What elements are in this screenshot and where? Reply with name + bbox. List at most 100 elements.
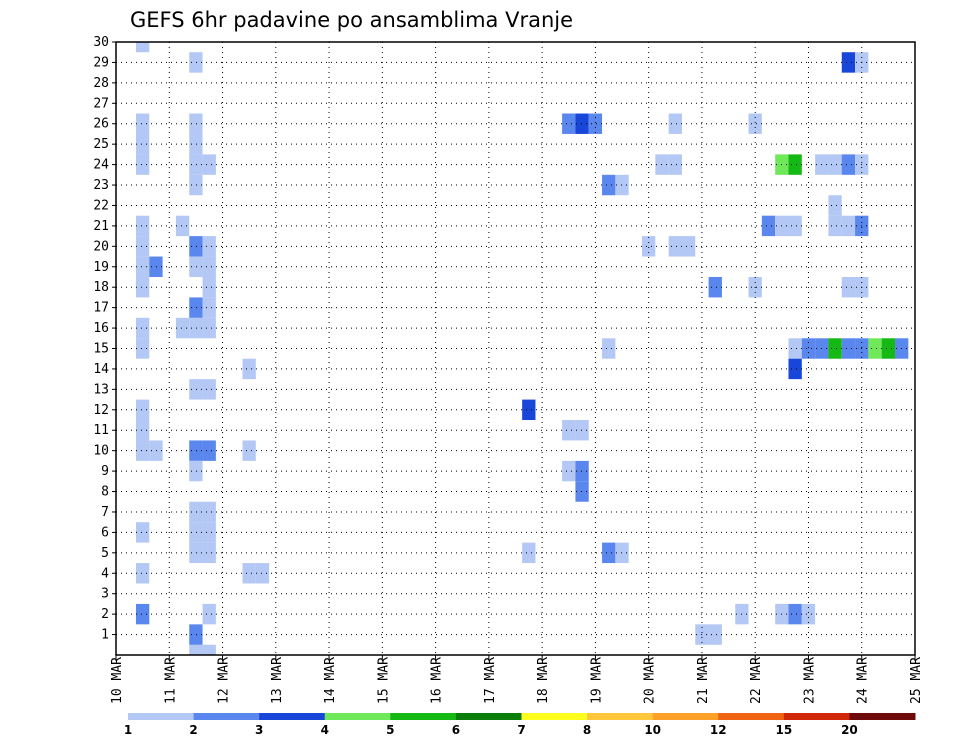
data-cell	[189, 317, 203, 339]
data-cell	[189, 440, 203, 461]
data-cell	[828, 215, 842, 237]
data-cell	[242, 358, 256, 380]
data-cell	[135, 338, 150, 359]
data-cell	[135, 236, 150, 257]
data-cell	[202, 297, 216, 318]
x-tick-label: 19 MAR	[589, 657, 604, 704]
data-cell	[761, 215, 776, 237]
y-tick-label: 22	[93, 198, 109, 213]
legend-label: 2	[189, 723, 197, 737]
data-cell	[748, 113, 762, 134]
data-cell	[135, 440, 150, 461]
x-tick-label: 25 MAR	[909, 657, 924, 704]
data-cell	[189, 154, 203, 175]
y-tick-label: 5	[101, 546, 109, 561]
data-cell	[189, 501, 203, 523]
data-cell	[135, 603, 150, 625]
data-cell	[189, 379, 203, 400]
y-tick-label: 6	[101, 525, 109, 540]
y-tick-label: 3	[101, 587, 109, 602]
data-cell	[788, 358, 802, 380]
data-cell	[202, 644, 216, 655]
data-cell	[135, 42, 150, 53]
data-cell	[242, 440, 256, 461]
x-tick-label: 13 MAR	[270, 657, 285, 704]
y-tick-label: 7	[101, 505, 109, 520]
x-tick-label: 11 MAR	[163, 657, 178, 704]
data-cell	[642, 236, 656, 257]
y-tick-label: 13	[93, 382, 109, 397]
y-tick-label: 17	[93, 301, 109, 316]
y-tick-label: 26	[93, 117, 109, 132]
data-cell	[615, 174, 629, 196]
legend-label: 4	[321, 723, 329, 737]
legend-swatch	[128, 713, 195, 720]
legend-swatch	[324, 713, 391, 720]
data-cell	[135, 563, 150, 584]
y-tick-label: 9	[101, 464, 109, 479]
legend-label: 6	[452, 723, 460, 737]
data-cell	[202, 501, 216, 523]
data-cell	[202, 522, 216, 543]
data-cell	[602, 542, 616, 564]
y-tick-label: 23	[93, 178, 109, 193]
data-cell	[868, 338, 882, 359]
legend-label: 3	[255, 723, 263, 737]
x-tick-label: 12 MAR	[217, 657, 232, 704]
y-tick-label: 30	[93, 35, 109, 50]
data-cell	[668, 113, 682, 134]
legend-swatch	[193, 713, 260, 720]
y-axis: 1234567891011121314151617181920212223242…	[93, 35, 116, 643]
legend-swatch	[849, 713, 916, 720]
data-cell	[135, 399, 150, 421]
data-cell	[175, 215, 190, 237]
data-cell	[202, 256, 216, 277]
legend-swatch	[259, 713, 326, 720]
legend-swatch	[390, 713, 457, 720]
data-cell	[708, 624, 722, 645]
x-tick-label: 22 MAR	[749, 657, 764, 704]
data-cell	[841, 338, 856, 359]
data-cell	[615, 542, 629, 564]
y-tick-label: 10	[93, 444, 109, 459]
data-cell	[242, 563, 256, 584]
x-axis: 10 MAR 11 MAR 12 MAR 13 MAR 14 MAR 15 MAR 16 M…	[110, 655, 924, 704]
data-cell	[841, 215, 856, 237]
data-cell	[788, 215, 802, 237]
data-cell	[828, 154, 842, 175]
y-tick-label: 8	[101, 485, 109, 500]
data-cell	[202, 379, 216, 400]
data-cell	[602, 174, 616, 196]
legend-swatch	[718, 713, 785, 720]
data-cell	[788, 338, 802, 359]
data-cell	[681, 236, 696, 257]
data-cell	[575, 481, 589, 502]
y-tick-label: 19	[93, 260, 109, 275]
legend-label: 10	[644, 723, 661, 737]
data-cell	[189, 542, 203, 564]
data-cell	[668, 236, 682, 257]
data-cell	[562, 420, 576, 441]
data-cell	[202, 603, 216, 625]
data-cell	[202, 154, 216, 175]
legend-swatch	[783, 713, 850, 720]
data-cell	[828, 338, 842, 359]
y-tick-label: 27	[93, 96, 109, 111]
color-legend: 1 2 3 4 5 6 7 8 10 12 15 20	[124, 713, 916, 737]
legend-label: 12	[710, 723, 727, 737]
data-cell	[189, 522, 203, 543]
data-cell	[562, 460, 576, 482]
y-tick-label: 21	[93, 219, 109, 234]
data-cell	[175, 317, 190, 339]
data-cell	[801, 338, 816, 359]
x-tick-label: 15 MAR	[376, 657, 391, 704]
y-tick-label: 24	[93, 158, 109, 173]
data-cell	[189, 256, 203, 277]
data-cell	[149, 440, 163, 461]
legend-swatch	[587, 713, 654, 720]
data-cell	[135, 113, 150, 134]
data-cell	[202, 440, 216, 461]
data-cell	[135, 256, 150, 277]
y-tick-label: 14	[93, 362, 109, 377]
